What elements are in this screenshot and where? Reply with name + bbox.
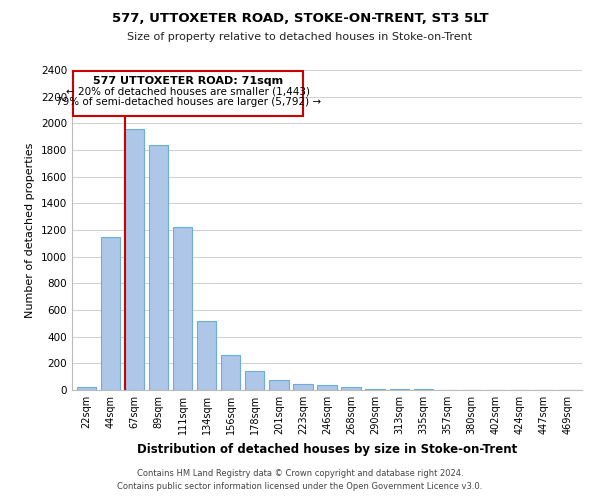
Bar <box>125 128 144 390</box>
Text: Contains HM Land Registry data © Crown copyright and database right 2024.: Contains HM Land Registry data © Crown c… <box>137 468 463 477</box>
Bar <box>317 386 337 390</box>
Bar <box>221 354 241 390</box>
Bar <box>269 380 289 390</box>
Text: Contains public sector information licensed under the Open Government Licence v3: Contains public sector information licen… <box>118 482 482 491</box>
Bar <box>365 388 385 390</box>
Bar <box>293 384 313 390</box>
Bar <box>197 320 217 390</box>
Y-axis label: Number of detached properties: Number of detached properties <box>25 142 35 318</box>
Bar <box>173 228 192 390</box>
Text: 577 UTTOXETER ROAD: 71sqm: 577 UTTOXETER ROAD: 71sqm <box>93 76 283 86</box>
Bar <box>77 386 96 390</box>
X-axis label: Distribution of detached houses by size in Stoke-on-Trent: Distribution of detached houses by size … <box>137 442 517 456</box>
Text: 577, UTTOXETER ROAD, STOKE-ON-TRENT, ST3 5LT: 577, UTTOXETER ROAD, STOKE-ON-TRENT, ST3… <box>112 12 488 26</box>
Bar <box>245 370 265 390</box>
Bar <box>389 389 409 390</box>
Text: ← 20% of detached houses are smaller (1,443): ← 20% of detached houses are smaller (1,… <box>66 86 310 97</box>
Bar <box>149 144 168 390</box>
Bar <box>341 388 361 390</box>
Bar <box>101 236 120 390</box>
FancyBboxPatch shape <box>73 72 303 116</box>
Text: 79% of semi-detached houses are larger (5,792) →: 79% of semi-detached houses are larger (… <box>56 97 320 107</box>
Text: Size of property relative to detached houses in Stoke-on-Trent: Size of property relative to detached ho… <box>127 32 473 42</box>
